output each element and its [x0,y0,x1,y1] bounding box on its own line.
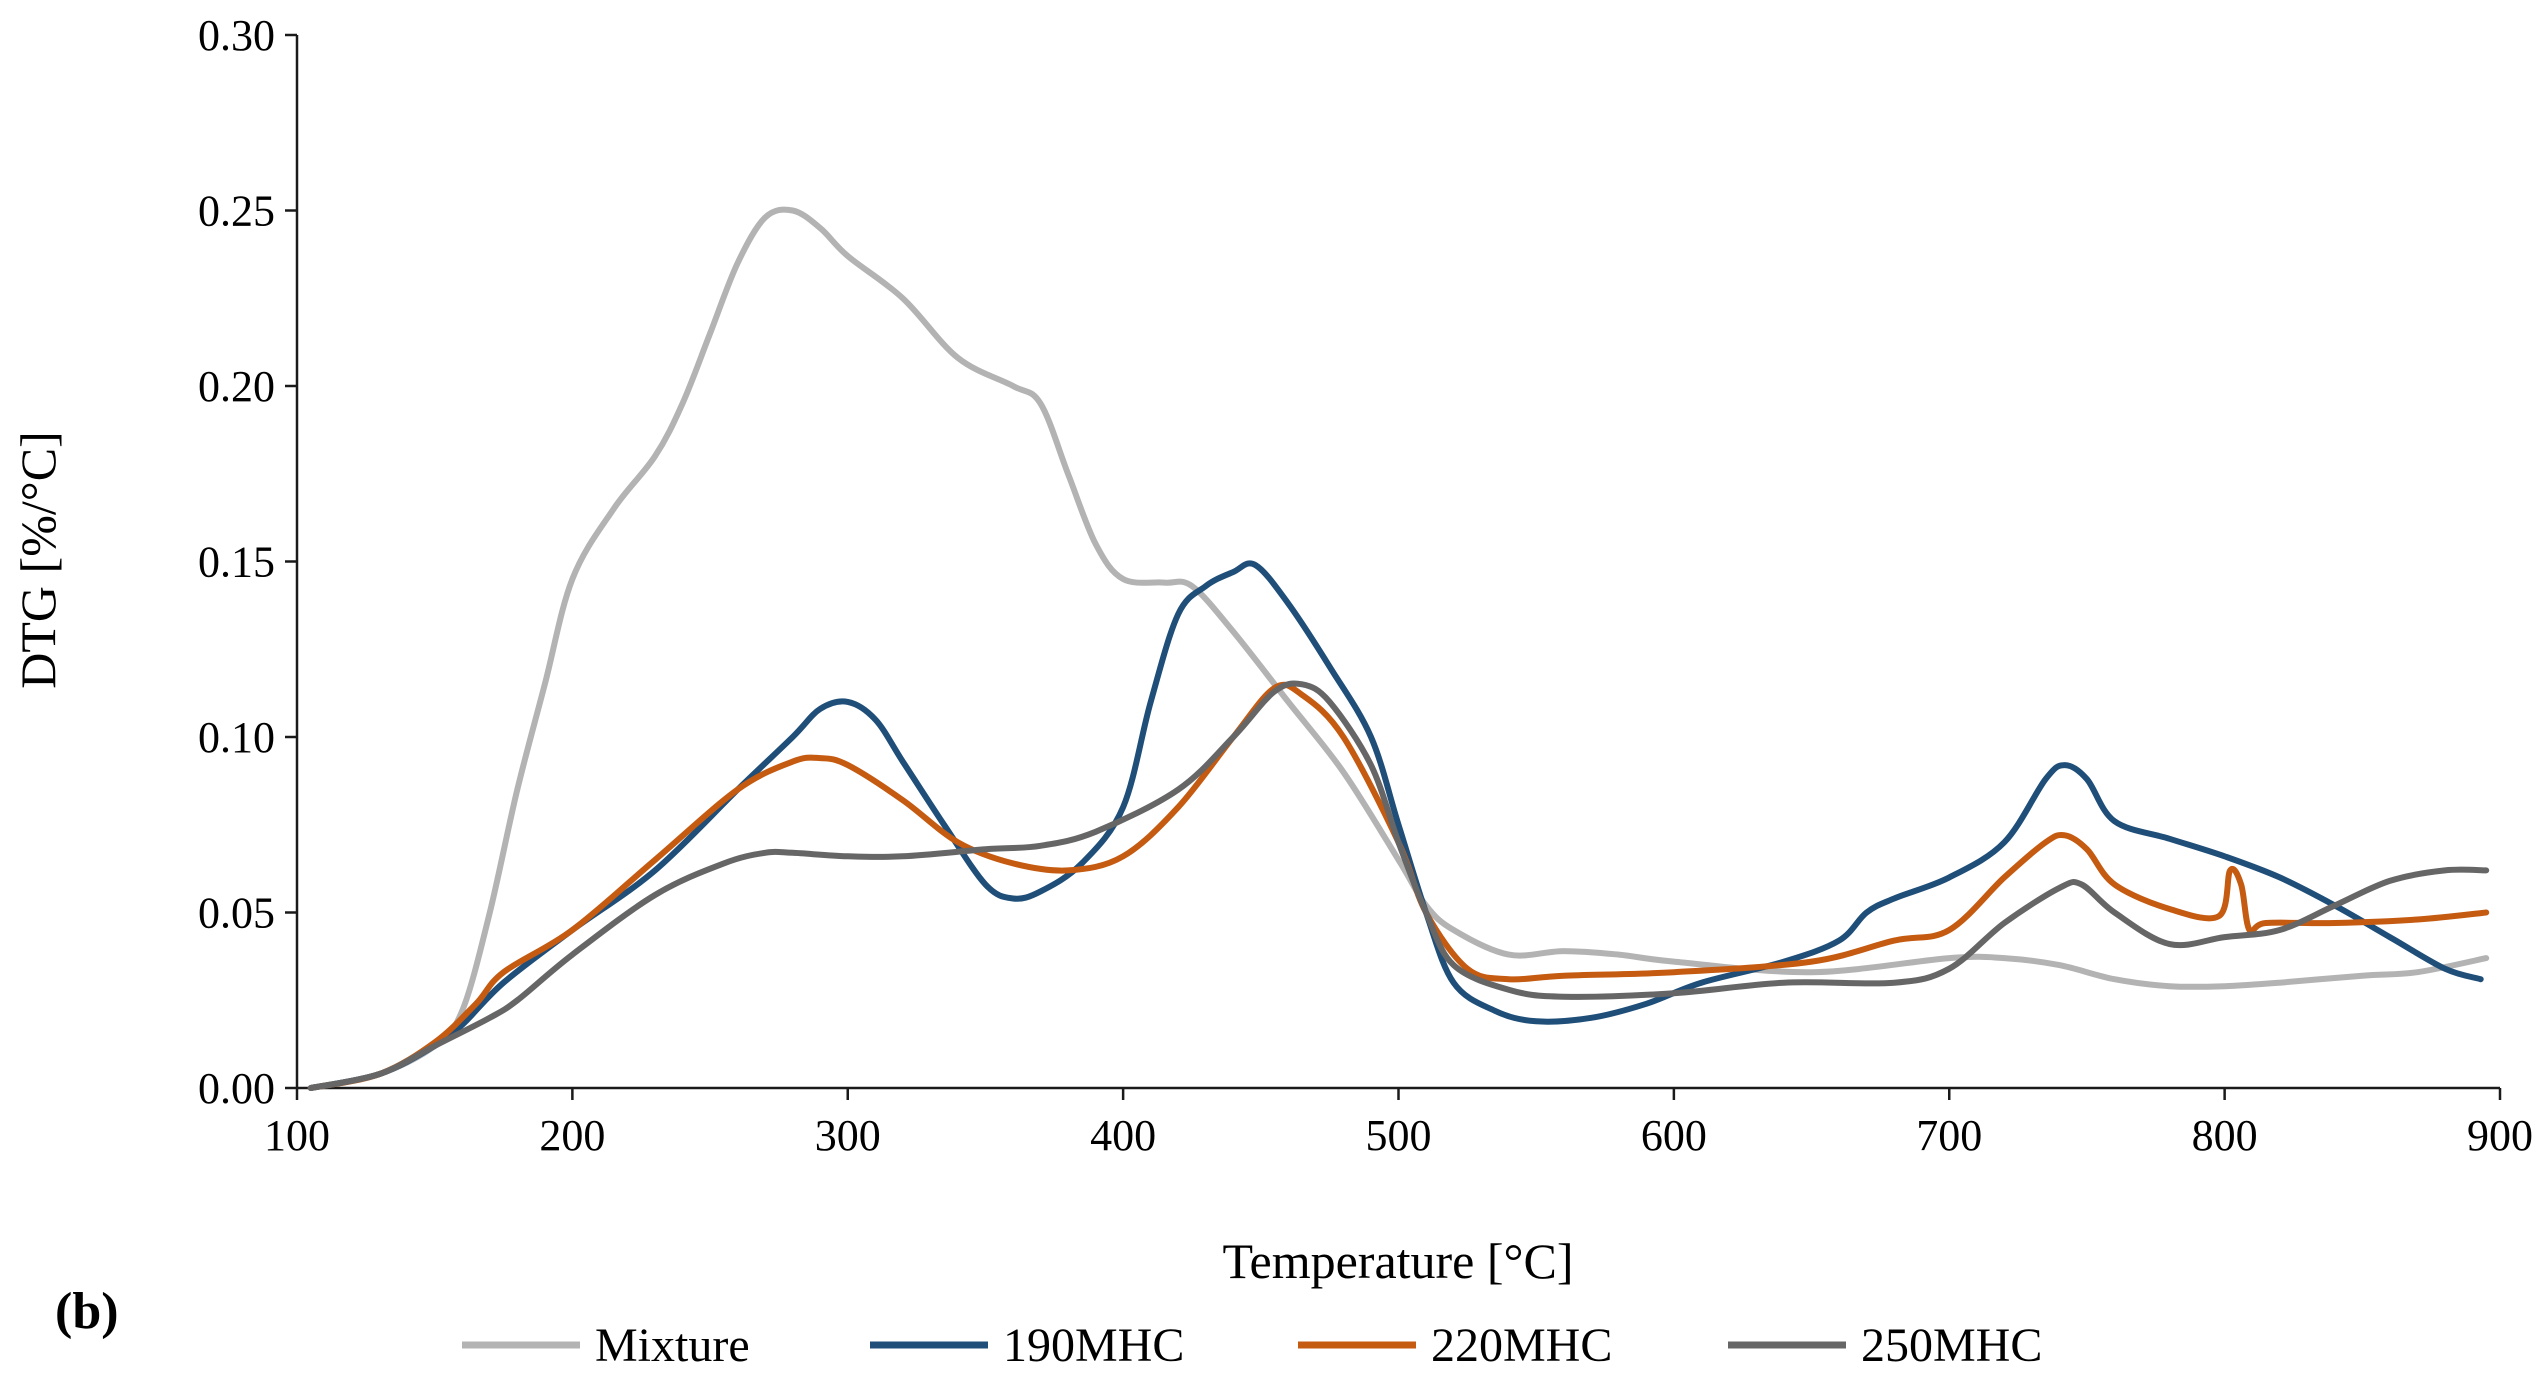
y-tick-label: 0.30 [198,11,275,60]
x-tick-label: 500 [1366,1111,1432,1160]
legend-label-220mhc: 220MHC [1431,1319,1612,1372]
x-tick-label: 900 [2467,1111,2533,1160]
legend: Mixture 190MHC 220MHC 250MHC [462,1319,2042,1372]
legend-label-mixture: Mixture [595,1319,750,1372]
legend-label-190mhc: 190MHC [1003,1319,1184,1372]
y-axis-title: DTG [%/°C] [10,431,66,688]
x-tick-label: 600 [1641,1111,1707,1160]
x-tick-label: 100 [264,1111,330,1160]
x-tick-label: 400 [1090,1111,1156,1160]
legend-label-250mhc: 250MHC [1861,1319,2042,1372]
y-tick-label: 0.25 [198,187,275,236]
y-tick-label: 0.00 [198,1064,275,1113]
x-tick-label: 700 [1916,1111,1982,1160]
y-ticks: 0.00 0.05 0.10 0.15 0.20 0.25 0.30 [198,11,297,1113]
series-line-mixture [307,206,2490,1091]
x-tick-label: 800 [2192,1111,2258,1160]
x-axis-title: Temperature [°C] [1222,1233,1573,1289]
series-lines [307,206,2490,1091]
y-tick-label: 0.15 [198,538,275,587]
series-line-250mhc [307,680,2490,1091]
y-tick-label: 0.10 [198,713,275,762]
x-ticks: 100 200 300 400 500 600 700 800 900 [264,1088,2533,1160]
x-tick-label: 200 [539,1111,605,1160]
x-tick-label: 300 [815,1111,881,1160]
series-line-190mhc [307,560,2484,1091]
panel-label: (b) [55,1283,119,1340]
y-tick-label: 0.05 [198,889,275,938]
y-tick-label: 0.20 [198,362,275,411]
